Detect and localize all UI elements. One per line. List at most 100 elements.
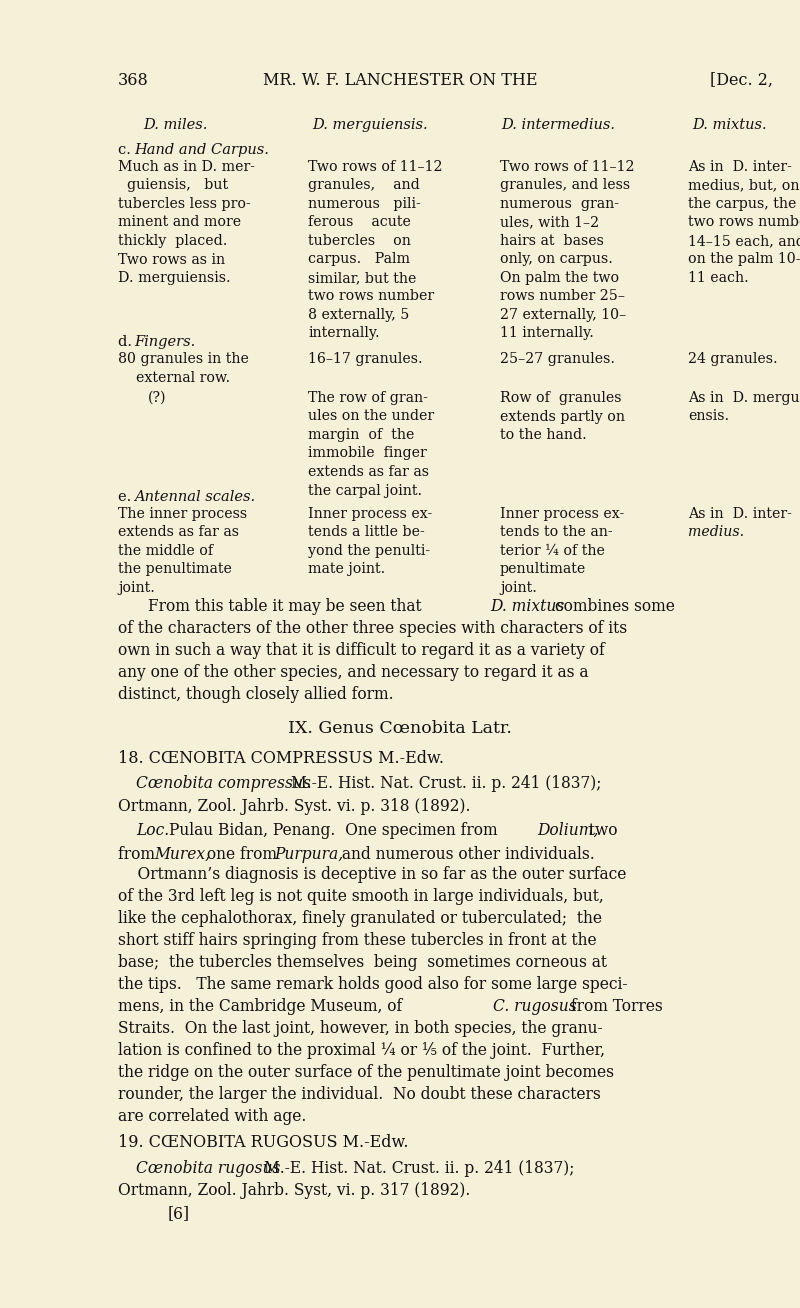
Text: From this table it may be seen that: From this table it may be seen that (148, 598, 426, 615)
Text: ules, with 1–2: ules, with 1–2 (500, 216, 599, 229)
Text: As in  D. inter-: As in D. inter- (688, 160, 792, 174)
Text: MR. W. F. LANCHESTER ON THE: MR. W. F. LANCHESTER ON THE (262, 72, 538, 89)
Text: from Torres: from Torres (566, 998, 662, 1015)
Text: mate joint.: mate joint. (308, 562, 386, 577)
Text: margin  of  the: margin of the (308, 428, 414, 442)
Text: internally.: internally. (308, 327, 380, 340)
Text: the carpal joint.: the carpal joint. (308, 484, 422, 497)
Text: D. merguiensis.: D. merguiensis. (118, 271, 230, 285)
Text: Loc.: Loc. (136, 821, 169, 838)
Text: D. intermedius.: D. intermedius. (501, 118, 615, 132)
Text: M.-E. Hist. Nat. Crust. ii. p. 241 (1837);: M.-E. Hist. Nat. Crust. ii. p. 241 (1837… (264, 1160, 574, 1177)
Text: the middle of: the middle of (118, 544, 213, 559)
Text: granules, and less: granules, and less (500, 178, 630, 192)
Text: As in  D. inter-: As in D. inter- (688, 508, 792, 521)
Text: immobile  finger: immobile finger (308, 446, 426, 460)
Text: to the hand.: to the hand. (500, 428, 586, 442)
Text: medius.: medius. (688, 526, 744, 539)
Text: only, on carpus.: only, on carpus. (500, 252, 613, 267)
Text: joint.: joint. (500, 581, 537, 595)
Text: hairs at  bases: hairs at bases (500, 234, 604, 249)
Text: Straits.  On the last joint, however, in both species, the granu-: Straits. On the last joint, however, in … (118, 1020, 602, 1037)
Text: C. rugosus: C. rugosus (493, 998, 577, 1015)
Text: thickly  placed.: thickly placed. (118, 234, 227, 249)
Text: minent and more: minent and more (118, 216, 241, 229)
Text: own in such a way that it is difficult to regard it as a variety of: own in such a way that it is difficult t… (118, 642, 605, 659)
Text: Ortmann’s diagnosis is deceptive in so far as the outer surface: Ortmann’s diagnosis is deceptive in so f… (118, 866, 626, 883)
Text: tubercles less pro-: tubercles less pro- (118, 198, 250, 211)
Text: Much as in D. mer-: Much as in D. mer- (118, 160, 255, 174)
Text: of the 3rd left leg is not quite smooth in large individuals, but,: of the 3rd left leg is not quite smooth … (118, 888, 604, 905)
Text: On palm the two: On palm the two (500, 271, 619, 285)
Text: extends as far as: extends as far as (308, 466, 429, 479)
Text: D. mixtus.: D. mixtus. (693, 118, 767, 132)
Text: two: two (584, 821, 618, 838)
Text: distinct, though closely allied form.: distinct, though closely allied form. (118, 685, 394, 702)
Text: and numerous other individuals.: and numerous other individuals. (337, 846, 594, 863)
Text: As in  D. mergui-: As in D. mergui- (688, 391, 800, 405)
Text: tubercles    on: tubercles on (308, 234, 411, 249)
Text: base;  the tubercles themselves  being  sometimes corneous at: base; the tubercles themselves being som… (118, 954, 607, 971)
Text: The row of gran-: The row of gran- (308, 391, 428, 405)
Text: 25–27 granules.: 25–27 granules. (500, 352, 615, 366)
Text: combines some: combines some (555, 598, 675, 615)
Text: 368: 368 (118, 72, 149, 89)
Text: one from: one from (202, 846, 282, 863)
Text: c.: c. (118, 143, 135, 157)
Text: Inner process ex-: Inner process ex- (308, 508, 432, 521)
Text: Dolium,: Dolium, (537, 821, 598, 838)
Text: 27 externally, 10–: 27 externally, 10– (500, 307, 626, 322)
Text: two rows number: two rows number (308, 289, 434, 303)
Text: terior ¼ of the: terior ¼ of the (500, 544, 605, 559)
Text: guiensis,   but: guiensis, but (118, 178, 228, 192)
Text: rounder, the larger the individual.  No doubt these characters: rounder, the larger the individual. No d… (118, 1086, 601, 1103)
Text: on the palm 10–: on the palm 10– (688, 252, 800, 267)
Text: 19. CŒNOBITA RUGOSUS M.-Edw.: 19. CŒNOBITA RUGOSUS M.-Edw. (118, 1134, 409, 1151)
Text: [Dec. 2,: [Dec. 2, (710, 72, 773, 89)
Text: Ortmann, Zool. Jahrb. Syst, vi. p. 317 (1892).: Ortmann, Zool. Jahrb. Syst, vi. p. 317 (… (118, 1182, 470, 1199)
Text: Inner process ex-: Inner process ex- (500, 508, 624, 521)
Text: from: from (118, 846, 160, 863)
Text: similar, but the: similar, but the (308, 271, 416, 285)
Text: carpus.   Palm: carpus. Palm (308, 252, 410, 267)
Text: granules,    and: granules, and (308, 178, 420, 192)
Text: D. mixtus: D. mixtus (490, 598, 564, 615)
Text: 11 each.: 11 each. (688, 271, 749, 285)
Text: any one of the other species, and necessary to regard it as a: any one of the other species, and necess… (118, 664, 589, 681)
Text: 14–15 each, and: 14–15 each, and (688, 234, 800, 249)
Text: of the characters of the other three species with characters of its: of the characters of the other three spe… (118, 620, 627, 637)
Text: medius, but, on: medius, but, on (688, 178, 799, 192)
Text: numerous  gran-: numerous gran- (500, 198, 619, 211)
Text: mens, in the Cambridge Museum, of: mens, in the Cambridge Museum, of (118, 998, 407, 1015)
Text: ensis.: ensis. (688, 409, 729, 424)
Text: IX. Genus Cœnobita Latr.: IX. Genus Cœnobita Latr. (288, 719, 512, 736)
Text: the tips.   The same remark holds good also for some large speci-: the tips. The same remark holds good als… (118, 976, 627, 993)
Text: Two rows as in: Two rows as in (118, 252, 225, 267)
Text: like the cephalothorax, finely granulated or tuberculated;  the: like the cephalothorax, finely granulate… (118, 910, 602, 927)
Text: Row of  granules: Row of granules (500, 391, 622, 405)
Text: Fingers.: Fingers. (134, 335, 195, 349)
Text: [6]: [6] (168, 1205, 190, 1222)
Text: two rows number: two rows number (688, 216, 800, 229)
Text: The inner process: The inner process (118, 508, 247, 521)
Text: D. merguiensis.: D. merguiensis. (312, 118, 428, 132)
Text: extends partly on: extends partly on (500, 409, 625, 424)
Text: Cœnobita compressus: Cœnobita compressus (136, 776, 311, 793)
Text: d.: d. (118, 335, 137, 349)
Text: Purpura,: Purpura, (274, 846, 343, 863)
Text: Murex,: Murex, (154, 846, 210, 863)
Text: ules on the under: ules on the under (308, 409, 434, 424)
Text: ferous    acute: ferous acute (308, 216, 411, 229)
Text: 24 granules.: 24 granules. (688, 352, 778, 366)
Text: yond the penulti-: yond the penulti- (308, 544, 430, 559)
Text: (?): (?) (148, 391, 166, 405)
Text: the ridge on the outer surface of the penultimate joint becomes: the ridge on the outer surface of the pe… (118, 1063, 614, 1080)
Text: short stiff hairs springing from these tubercles in front at the: short stiff hairs springing from these t… (118, 933, 597, 950)
Text: Hand and Carpus.: Hand and Carpus. (134, 143, 269, 157)
Text: tends a little be-: tends a little be- (308, 526, 425, 539)
Text: M.-E. Hist. Nat. Crust. ii. p. 241 (1837);: M.-E. Hist. Nat. Crust. ii. p. 241 (1837… (291, 776, 602, 793)
Text: the carpus, the: the carpus, the (688, 198, 796, 211)
Text: are correlated with age.: are correlated with age. (118, 1108, 306, 1125)
Text: numerous   pili-: numerous pili- (308, 198, 421, 211)
Text: joint.: joint. (118, 581, 155, 595)
